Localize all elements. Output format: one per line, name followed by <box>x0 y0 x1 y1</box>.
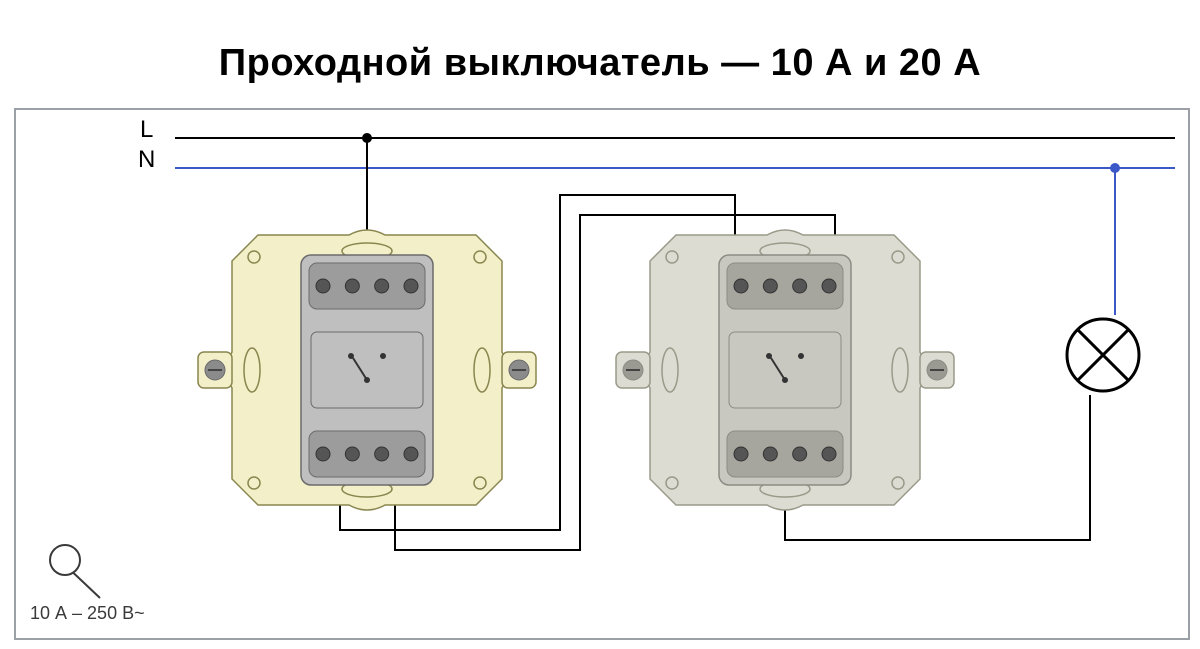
label-N: N <box>138 146 155 174</box>
spec-text: 10 А – 250 В~ <box>30 603 145 624</box>
page-title: Проходной выключатель — 10 А и 20 А <box>0 42 1200 85</box>
diagram-stage: Проходной выключатель — 10 А и 20 А L N … <box>0 0 1200 649</box>
diagram-frame <box>14 108 1190 640</box>
label-L: L <box>140 116 153 144</box>
